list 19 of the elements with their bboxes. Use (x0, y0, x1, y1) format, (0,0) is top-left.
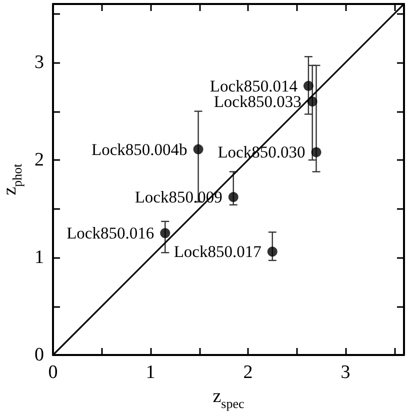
point (267, 246, 278, 257)
x-tick-label: 1 (146, 362, 156, 383)
point (311, 147, 322, 158)
x-tick-label: 2 (243, 362, 253, 383)
y-tick-label: 3 (34, 52, 44, 73)
point (228, 192, 238, 202)
point (303, 80, 314, 91)
y-axis-title: zphot (0, 163, 25, 196)
annotation: Lock850.016 (66, 224, 154, 243)
annotation: Lock850.004b (91, 140, 188, 159)
annotation: Lock850.017 (174, 242, 262, 262)
x-tick-label: 3 (340, 362, 350, 383)
x-tick-label: 0 (48, 362, 58, 383)
point (307, 96, 318, 106)
y-tick-label: 0 (34, 344, 44, 366)
y-tick-label: 2 (34, 150, 44, 170)
point (193, 144, 204, 154)
point (160, 228, 170, 238)
y-tick-label: 1 (34, 247, 44, 268)
